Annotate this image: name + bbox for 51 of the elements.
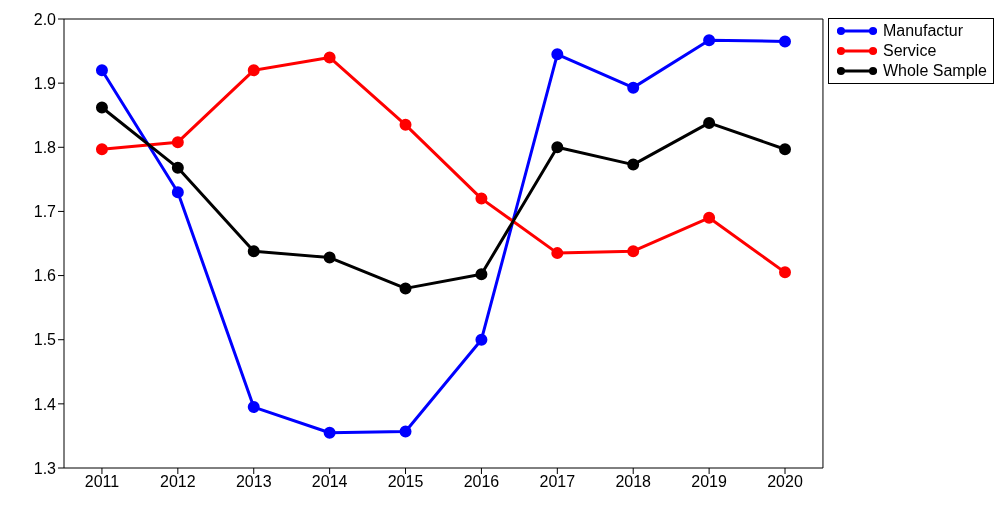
y-tick-label: 1.6: [33, 267, 57, 285]
point: [247, 401, 260, 414]
point: [475, 333, 488, 346]
point: [399, 118, 412, 131]
x-tick-label: 2011: [84, 473, 120, 491]
x-tick-label: 2020: [767, 473, 803, 491]
point: [95, 101, 108, 114]
legend-label: Service: [882, 42, 937, 60]
legend-label: Manufactur: [882, 22, 963, 40]
x-tick-label: 2017: [539, 473, 576, 491]
y-tick-label: 1.7: [33, 203, 57, 221]
x-tick-label: 2018: [615, 473, 652, 491]
point: [551, 48, 564, 61]
point: [399, 425, 412, 438]
y-tick-label: 1.5: [33, 331, 57, 349]
point: [323, 51, 336, 64]
point: [247, 245, 260, 258]
x-tick-label: 2013: [235, 473, 272, 491]
point: [779, 266, 792, 279]
point: [627, 81, 640, 94]
y-tick-label: 1.4: [33, 395, 57, 413]
x-tick-label: 2014: [311, 473, 348, 491]
y-tick-label: 1.9: [33, 74, 57, 92]
point: [779, 35, 792, 48]
point: [399, 282, 412, 295]
point: [551, 247, 564, 260]
point: [551, 141, 564, 154]
y-tick-label: 2.0: [33, 10, 57, 28]
point: [627, 245, 640, 258]
point: [703, 211, 716, 224]
point: [171, 186, 184, 199]
y-tick-label: 1.8: [33, 138, 57, 156]
point: [779, 143, 792, 156]
point: [171, 161, 184, 174]
point: [95, 143, 108, 156]
y-tick-label: 1.3: [33, 459, 57, 477]
x-tick-label: 2012: [160, 473, 196, 491]
x-tick-label: 2019: [691, 473, 728, 491]
point: [171, 136, 184, 149]
point: [323, 251, 336, 264]
legend-label: Whole Sample: [882, 62, 987, 80]
point: [247, 64, 260, 77]
point: [475, 192, 488, 205]
point: [627, 158, 640, 171]
point: [703, 34, 716, 47]
point: [323, 426, 336, 439]
x-tick-label: 2015: [387, 473, 424, 491]
point: [703, 116, 716, 129]
x-tick-label: 2016: [463, 473, 500, 491]
point: [95, 64, 108, 77]
point: [475, 268, 488, 281]
